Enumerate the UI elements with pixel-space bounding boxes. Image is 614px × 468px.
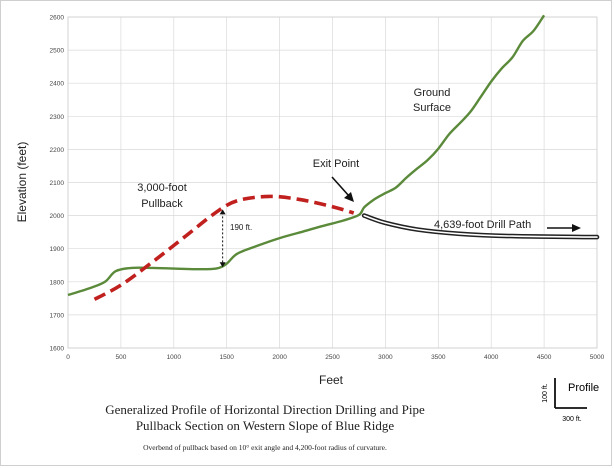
annotation-190ft: 190 ft.: [230, 223, 252, 232]
offset-190ft-marker: [219, 209, 226, 268]
y-tick-label: 2100: [50, 180, 65, 187]
x-tick-label: 2000: [272, 354, 287, 361]
x-tick-label: 1500: [219, 354, 234, 361]
scale-key-horizontal-label: 300 ft.: [562, 416, 582, 423]
y-tick-label: 2400: [50, 81, 65, 88]
y-tick-label: 2300: [50, 114, 65, 121]
series-3-000-foot-pullback: [93, 194, 355, 301]
scale-key-vertical-label: 100 ft.: [542, 383, 549, 403]
annotation-exit-point: Exit Point: [313, 158, 359, 170]
y-tick-label: 1700: [50, 312, 65, 319]
plot-area-border: [67, 16, 598, 349]
caption-note: Overbend of pullback based on 10° exit a…: [143, 443, 387, 452]
caption-title-line2: Pullback Section on Western Slope of Blu…: [135, 418, 395, 433]
x-tick-label: 3000: [378, 354, 393, 361]
x-tick-labels: 0 500 1000 1500 2000 2500 3000 3500 4000 4500 5000: [66, 354, 604, 361]
x-tick-label: 500: [115, 354, 126, 361]
x-tick-label: 3500: [431, 354, 446, 361]
series-4-639-foot-drill-path-inner: [363, 214, 598, 238]
caption-title-line1: Generalized Profile of Horizontal Direct…: [105, 402, 425, 417]
x-tick-label: 4500: [537, 354, 552, 361]
annotation-drill-path: 4,639-foot Drill Path: [434, 219, 531, 231]
exit-point-arrowhead: [344, 192, 354, 202]
x-tick-label: 4000: [484, 354, 499, 361]
grid: [67, 16, 598, 349]
y-axis-label: Elevation (feet): [15, 142, 29, 223]
y-tick-label: 1900: [50, 246, 65, 253]
x-tick-label: 2500: [325, 354, 340, 361]
y-tick-label: 1600: [50, 346, 65, 353]
scale-key-label: Profile: [568, 382, 599, 394]
y-tick-labels: 1600 1700 1800 1900 2000 2100 2200 2300 2400 2500…: [50, 15, 65, 353]
annotation-ground-line2: Surface: [413, 102, 451, 114]
offset-marker-arrow-down: [219, 262, 226, 268]
scale-key: Profile 100 ft. 300 ft.: [542, 378, 599, 423]
series-layer: [67, 14, 600, 301]
annotation-ground-line1: Ground: [414, 87, 451, 99]
y-tick-label: 2500: [50, 48, 65, 55]
offset-marker-arrow-up: [219, 209, 226, 215]
exit-point-arrow: [331, 176, 350, 197]
x-axis-label: Feet: [319, 373, 344, 387]
series-ground-surface: [67, 14, 546, 297]
y-tick-label: 2200: [50, 147, 65, 154]
y-tick-label: 2000: [50, 213, 65, 220]
annotation-pullback-line1: 3,000-foot: [137, 182, 187, 194]
x-tick-label: 0: [66, 354, 70, 361]
y-tick-label: 1800: [50, 279, 65, 286]
x-tick-label: 1000: [167, 354, 182, 361]
drill-path-arrowhead: [572, 224, 581, 232]
annotation-pullback-line2: Pullback: [141, 198, 183, 210]
x-tick-label: 5000: [590, 354, 605, 361]
y-tick-label: 2600: [50, 15, 65, 22]
